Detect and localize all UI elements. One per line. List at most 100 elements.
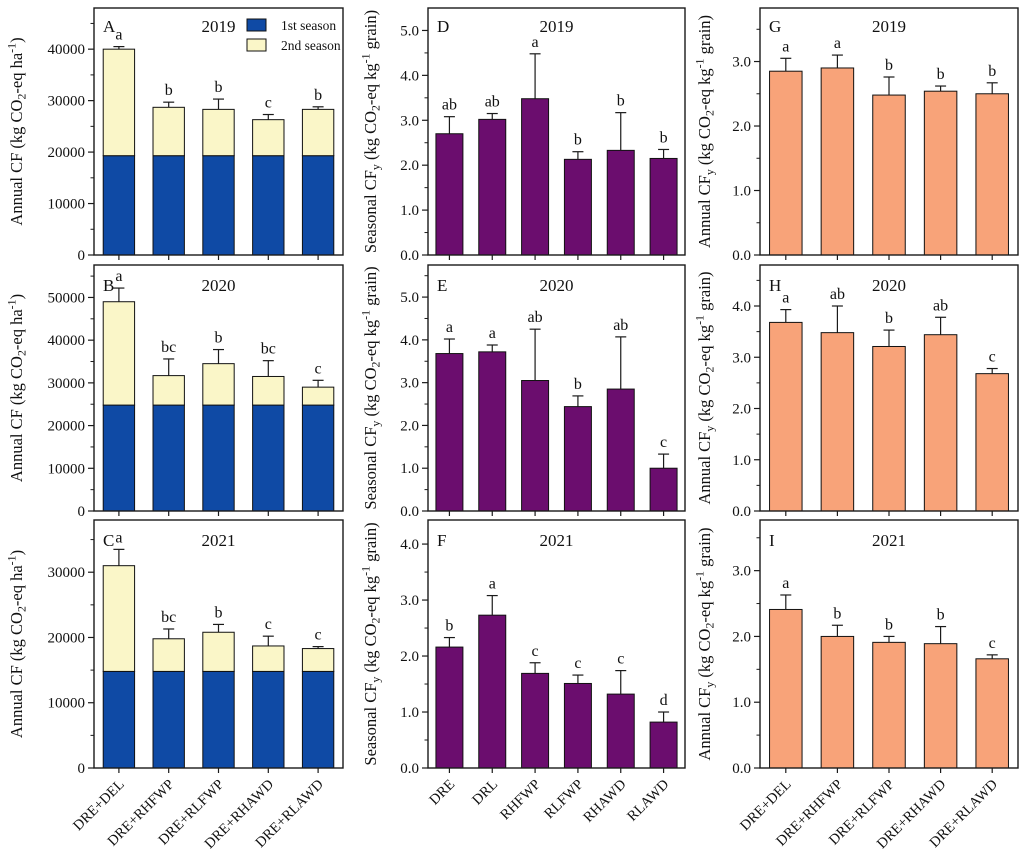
- sig-letter: a: [115, 529, 122, 546]
- y-tick-label: 4.0: [400, 68, 419, 84]
- y-axis-label: Seasonal CFy (kg CO2-eq kg-1 grain): [359, 522, 383, 765]
- bar-D-RLAWD: [649, 157, 678, 256]
- bar-F-RHAWD: [606, 693, 635, 769]
- bar-A-DRE+RHFWP-season1: [152, 155, 185, 256]
- panel-letter: E: [437, 276, 447, 295]
- bar-C-DRE+RHFWP-season2: [152, 638, 185, 672]
- bar-I-DRE+RLFWP: [872, 641, 906, 769]
- bar-G-DRE+RHAWD: [923, 90, 958, 256]
- y-axis-label: Annual CFy (kg CO2-eq kg-1 grain): [693, 527, 717, 760]
- bar-C-DRE+RHAWD-season2: [252, 645, 285, 672]
- panel-year-title: 2021: [202, 531, 236, 550]
- legend-swatch-1: [246, 18, 267, 32]
- y-tick-label: 30000: [48, 94, 86, 110]
- y-tick-label: 2.0: [732, 119, 751, 135]
- bar-D-RHAWD: [606, 149, 635, 256]
- legend-label-1: 1st season: [281, 18, 336, 33]
- y-tick-label: 20000: [48, 419, 86, 435]
- bar-B-DRE+RLFWP-season2: [202, 363, 235, 406]
- sig-letter: c: [989, 635, 996, 652]
- y-axis-label: Annual CF (kg CO2-eq ha-1): [5, 550, 29, 738]
- y-tick-label: 30000: [48, 376, 86, 392]
- bar-B-DRE+RLFWP-season1: [202, 404, 235, 512]
- panel-letter: G: [769, 17, 781, 36]
- panel-letter: I: [769, 531, 775, 550]
- sig-letter: b: [165, 82, 173, 99]
- bar-C-DRE+RHAWD-season1: [252, 670, 285, 769]
- sig-letter: b: [445, 618, 453, 635]
- sig-letter: b: [215, 79, 223, 96]
- bar-I-DRE+RLAWD: [975, 658, 1009, 769]
- bar-A-DRE+DEL-season1: [102, 155, 136, 256]
- sig-letter: b: [574, 376, 582, 393]
- sig-letter: c: [617, 651, 624, 668]
- bar-G-DRE+RLAWD: [975, 93, 1009, 256]
- bar-B-DRE+RLAWD-season2: [301, 386, 335, 406]
- y-tick-label: 1.0: [732, 453, 751, 469]
- panel-year-title: 2019: [872, 17, 906, 36]
- bar-E-RLFWP: [563, 406, 592, 512]
- bar-G-DRE+DEL: [769, 70, 803, 256]
- sig-letter: c: [315, 627, 322, 644]
- bar-D-DRE: [435, 133, 464, 256]
- sig-letter: b: [617, 93, 625, 110]
- bar-I-DRE+RHFWP: [820, 635, 855, 769]
- panel-A: 0 10000 20000 30000 40000 a b b c b A 2019 Annual CF…: [5, 7, 344, 264]
- panel-letter: H: [769, 276, 781, 295]
- bar-C-DRE+RHFWP-season1: [152, 670, 185, 769]
- bar-H-DRE+RHAWD: [923, 334, 958, 512]
- panel-letter: B: [103, 276, 114, 295]
- y-tick-label: 2.0: [732, 402, 751, 418]
- y-tick-label: 1.0: [400, 705, 419, 721]
- bar-F-RHFWP: [521, 672, 550, 769]
- sig-letter: a: [489, 325, 496, 342]
- sig-letter: c: [265, 95, 272, 112]
- y-tick-label: 0: [78, 504, 86, 520]
- sig-letter: bc: [261, 341, 276, 358]
- panel-E: 0.0 1.0 2.0 3.0 4.0 5.0 a a ab b ab c E 2020 Seasonal …: [359, 264, 686, 520]
- y-tick-label: 3.0: [400, 113, 419, 129]
- panel-letter: C: [103, 531, 114, 550]
- y-tick-label: 0.0: [400, 248, 419, 264]
- y-axis-label: Annual CF (kg CO2-eq ha-1): [5, 37, 29, 225]
- y-axis-label: Annual CFy (kg CO2-eq kg-1 grain): [693, 271, 717, 504]
- bar-F-RLAWD: [649, 721, 678, 769]
- y-tick-label: 0.0: [400, 504, 419, 520]
- bar-H-DRE+RLFWP: [872, 345, 906, 512]
- bar-A-DRE+RLAWD-season1: [301, 155, 335, 256]
- bar-C-DRE+DEL-season1: [102, 670, 136, 769]
- bar-E-DRL: [478, 351, 507, 512]
- y-axis-label: Seasonal CFy (kg CO2-eq kg-1 grain): [359, 10, 383, 253]
- bar-F-DRE: [435, 646, 464, 769]
- y-tick-label: 20000: [48, 630, 86, 646]
- panel-letter: D: [437, 17, 449, 36]
- bar-H-DRE+DEL: [769, 321, 803, 512]
- sig-letter: ab: [485, 94, 500, 111]
- sig-letter: a: [782, 575, 789, 592]
- y-tick-label: 3.0: [732, 564, 751, 580]
- bar-E-RHFWP: [521, 380, 550, 512]
- bar-E-DRE: [435, 353, 464, 512]
- sig-letter: b: [215, 330, 223, 347]
- legend-label-2: 2nd season: [281, 38, 341, 53]
- bar-E-RHAWD: [606, 388, 635, 512]
- y-tick-label: 2.0: [732, 629, 751, 645]
- sig-letter: d: [660, 692, 668, 709]
- y-tick-label: 1.0: [400, 461, 419, 477]
- sig-letter: ab: [442, 97, 457, 114]
- y-tick-label: 2.0: [400, 158, 419, 174]
- bar-F-DRL: [478, 614, 507, 769]
- y-tick-label: 20000: [48, 145, 86, 161]
- y-tick-label: 3.0: [732, 350, 751, 366]
- bar-C-DRE+RLFWP-season2: [202, 631, 235, 672]
- y-tick-label: 0.0: [732, 761, 751, 777]
- panel-letter: A: [103, 17, 116, 36]
- sig-letter: a: [782, 38, 789, 55]
- sig-letter: a: [446, 319, 453, 336]
- bar-H-DRE+RLAWD: [975, 373, 1009, 512]
- y-tick-label: 0.0: [732, 248, 751, 264]
- y-tick-label: 50000: [48, 290, 86, 306]
- y-tick-label: 4.0: [400, 333, 419, 349]
